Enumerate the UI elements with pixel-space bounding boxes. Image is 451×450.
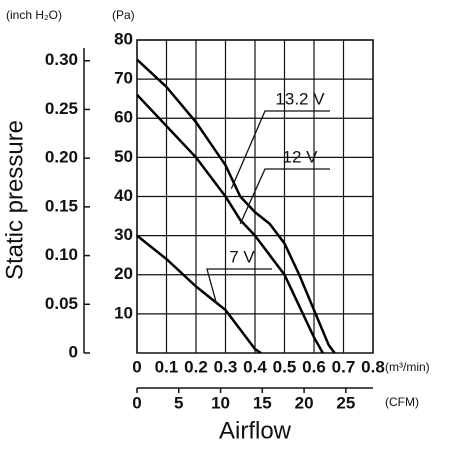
y2-tick-label: 0.25: [45, 99, 78, 118]
x-axis-title: Airflow: [219, 417, 292, 444]
x2-tick-label: 20: [295, 393, 314, 412]
y-tick-label: 60: [114, 108, 133, 127]
x2-tick-label: 5: [174, 393, 183, 412]
y-axis-title: Static pressure: [1, 120, 28, 280]
y2-tick-label: 0.10: [45, 245, 78, 264]
y-tick-label: 10: [114, 303, 133, 322]
x2-tick-label: 25: [336, 393, 355, 412]
y2-tick-label: 0.20: [45, 148, 78, 167]
x2-tick-label: 0: [132, 393, 141, 412]
x-tick-label: 0.7: [332, 357, 356, 376]
series-line: [136, 234, 262, 355]
series-label: 12 V: [283, 147, 319, 166]
y2-tick-label: 0.05: [45, 294, 78, 313]
y-tick-label: 30: [114, 225, 133, 244]
leader-line: [239, 168, 330, 225]
x-tick-label: 0.2: [184, 357, 208, 376]
y2-tick-label: 0.15: [45, 196, 78, 215]
x-tick-label: 0.8: [361, 357, 385, 376]
y-tick-label: 80: [114, 29, 133, 48]
x2-unit: (CFM): [385, 395, 419, 409]
series-label: 13.2 V: [275, 89, 325, 108]
y2-unit: (inch H₂O): [6, 8, 62, 22]
y-unit: (Pa): [112, 8, 135, 22]
y2-tick-label: 0: [69, 342, 78, 361]
leader-line: [206, 268, 272, 305]
x-tick-label: 0.6: [302, 357, 326, 376]
y2-tick-label: 0.30: [45, 50, 78, 69]
x2-tick-label: 10: [211, 393, 230, 412]
x-tick-label: 0.5: [273, 357, 297, 376]
series-label: 7 V: [229, 247, 255, 266]
x-tick-label: 0.3: [214, 357, 238, 376]
series-line: [136, 58, 336, 354]
series-line: [136, 93, 324, 354]
x-unit: (m³/min): [385, 360, 430, 374]
y-tick-label: 20: [114, 264, 133, 283]
y-tick-label: 70: [114, 69, 133, 88]
leader-line: [230, 110, 330, 189]
x2-tick-label: 15: [253, 393, 272, 412]
x-tick-label: 0.4: [243, 357, 267, 376]
x-tick-label: 0: [132, 357, 141, 376]
x-tick-label: 0.1: [155, 357, 179, 376]
y-tick-label: 50: [114, 147, 133, 166]
y-tick-label: 40: [114, 186, 133, 205]
